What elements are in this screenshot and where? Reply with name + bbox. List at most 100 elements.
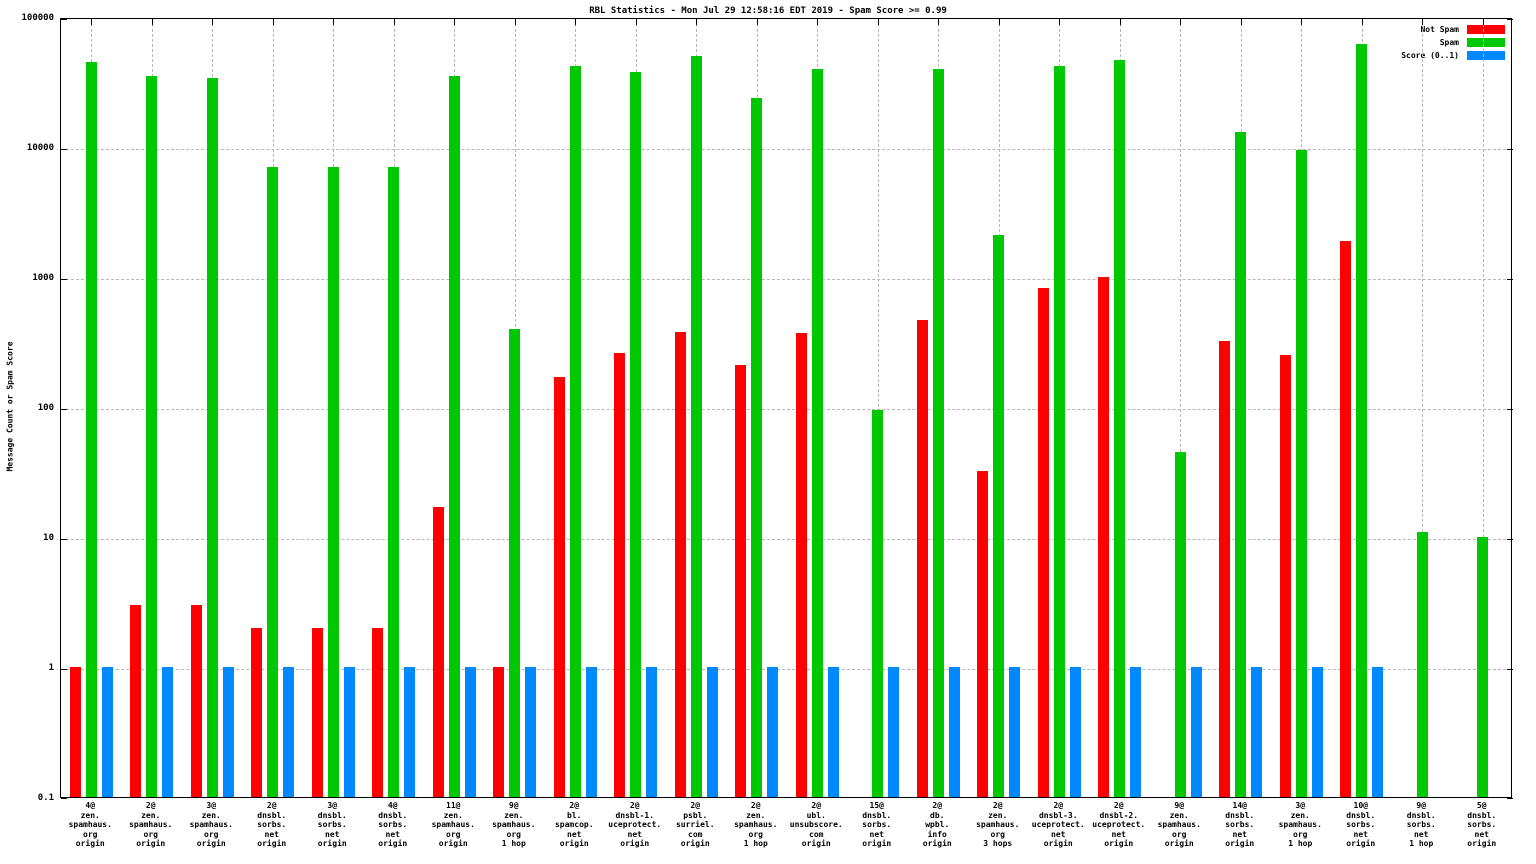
bar-spam	[872, 409, 884, 797]
bar-spam	[267, 167, 279, 797]
legend: Not Spam Spam Score (0..1)	[1401, 25, 1505, 64]
bar-score-0-1-	[404, 667, 416, 797]
y-tick-mark	[61, 539, 67, 540]
y-gridline	[61, 149, 1511, 150]
chart-title: RBL Statistics - Mon Jul 29 12:58:16 EDT…	[589, 6, 947, 16]
x-category-label: 9@ zen. spamhaus. org origin	[1157, 801, 1201, 848]
bar-not-spam	[795, 333, 807, 797]
bar-score-0-1-	[767, 667, 779, 797]
legend-swatch	[1467, 25, 1505, 34]
bar-spam	[751, 97, 763, 797]
x-category-label: 2@ zen. spamhaus. org origin	[129, 801, 173, 848]
x-gridline	[1422, 19, 1424, 797]
bar-not-spam	[251, 627, 263, 797]
bar-not-spam	[977, 471, 989, 797]
bar-score-0-1-	[1251, 667, 1263, 797]
y-tick-label: 10000	[26, 143, 54, 153]
x-tick-mark	[91, 19, 93, 25]
y-tick-mark	[1507, 409, 1513, 410]
x-category-label: 2@ zen. spamhaus. org 1 hop	[734, 801, 778, 848]
x-category-label: 2@ db. wpbl. info origin	[922, 801, 952, 848]
bar-spam	[1477, 537, 1489, 797]
x-tick-mark	[1422, 19, 1424, 25]
bar-spam	[85, 62, 97, 797]
bar-not-spam	[735, 365, 747, 797]
legend-label: Score (0..1)	[1401, 51, 1459, 60]
x-tick-mark	[333, 19, 335, 25]
bar-score-0-1-	[706, 667, 718, 797]
bar-score-0-1-	[1372, 667, 1384, 797]
x-tick-mark	[1361, 19, 1363, 25]
y-gridline	[61, 539, 1511, 540]
y-tick-mark	[61, 409, 67, 410]
y-tick-mark	[61, 149, 67, 150]
y-tick-mark	[61, 19, 67, 20]
bar-spam	[630, 71, 642, 797]
y-tick-mark	[1507, 279, 1513, 280]
bar-spam	[569, 65, 581, 797]
bar-not-spam	[69, 667, 81, 797]
x-tick-mark	[1180, 19, 1182, 25]
x-tick-mark	[635, 19, 637, 25]
x-gridline	[877, 19, 879, 797]
legend-item: Score (0..1)	[1401, 51, 1505, 60]
x-tick-mark	[393, 19, 395, 25]
bar-score-0-1-	[585, 667, 597, 797]
bar-spam	[1295, 149, 1307, 797]
bar-score-0-1-	[1130, 667, 1142, 797]
x-category-label: 11@ zen. spamhaus. org origin	[431, 801, 475, 848]
x-category-label: 2@ ubl. unsubscore. com origin	[789, 801, 843, 848]
x-gridline	[1482, 19, 1484, 797]
x-tick-mark	[151, 19, 153, 25]
bar-spam	[448, 76, 460, 797]
bar-spam	[1174, 452, 1186, 797]
y-tick-mark	[61, 798, 67, 799]
x-category-label: 10@ dnsbl. sorbs. net origin	[1346, 801, 1376, 848]
bar-spam	[690, 56, 702, 797]
bar-not-spam	[1279, 355, 1291, 797]
bar-spam	[932, 68, 944, 797]
bar-score-0-1-	[162, 667, 174, 797]
bar-score-0-1-	[222, 667, 234, 797]
bar-score-0-1-	[948, 667, 960, 797]
bar-spam	[1114, 59, 1126, 797]
x-category-label: 15@ dnsbl. sorbs. net origin	[862, 801, 892, 848]
y-tick-mark	[61, 669, 67, 670]
y-tick-label: 1000	[32, 273, 54, 283]
bar-spam	[327, 167, 339, 797]
bar-spam	[1235, 132, 1247, 797]
legend-label: Not Spam	[1420, 25, 1459, 34]
x-category-label: 4@ zen. spamhaus. org origin	[68, 801, 112, 848]
bar-spam	[1053, 65, 1065, 797]
bar-not-spam	[1340, 240, 1352, 797]
y-gridline	[61, 409, 1511, 410]
legend-item: Spam	[1401, 38, 1505, 47]
x-category-label: 9@ dnsbl. sorbs. net 1 hop	[1406, 801, 1436, 848]
bar-score-0-1-	[827, 667, 839, 797]
bar-not-spam	[190, 604, 202, 797]
x-tick-mark	[998, 19, 1000, 25]
y-tick-mark	[1507, 149, 1513, 150]
bar-spam	[1356, 44, 1368, 797]
bar-not-spam	[614, 353, 626, 797]
bar-score-0-1-	[464, 667, 476, 797]
bar-not-spam	[493, 667, 505, 797]
x-category-label: 14@ dnsbl. sorbs. net origin	[1225, 801, 1255, 848]
y-tick-mark	[1507, 539, 1513, 540]
x-tick-mark	[272, 19, 274, 25]
x-category-label: 5@ dnsbl. sorbs. net origin	[1467, 801, 1497, 848]
bar-spam	[1416, 531, 1428, 797]
x-category-label: 3@ dnsbl. sorbs. net origin	[317, 801, 347, 848]
x-tick-mark	[212, 19, 214, 25]
x-category-label: 2@ zen. spamhaus. org 3 hops	[976, 801, 1020, 848]
plot-area: Not Spam Spam Score (0..1)	[60, 18, 1513, 799]
bar-not-spam	[553, 377, 565, 797]
legend-label: Spam	[1439, 38, 1459, 47]
x-category-label: 3@ zen. spamhaus. org 1 hop	[1278, 801, 1322, 848]
y-tick-mark	[1507, 798, 1513, 799]
bar-score-0-1-	[1009, 667, 1021, 797]
bar-score-0-1-	[888, 667, 900, 797]
bar-spam	[811, 68, 823, 797]
bar-not-spam	[311, 627, 323, 797]
